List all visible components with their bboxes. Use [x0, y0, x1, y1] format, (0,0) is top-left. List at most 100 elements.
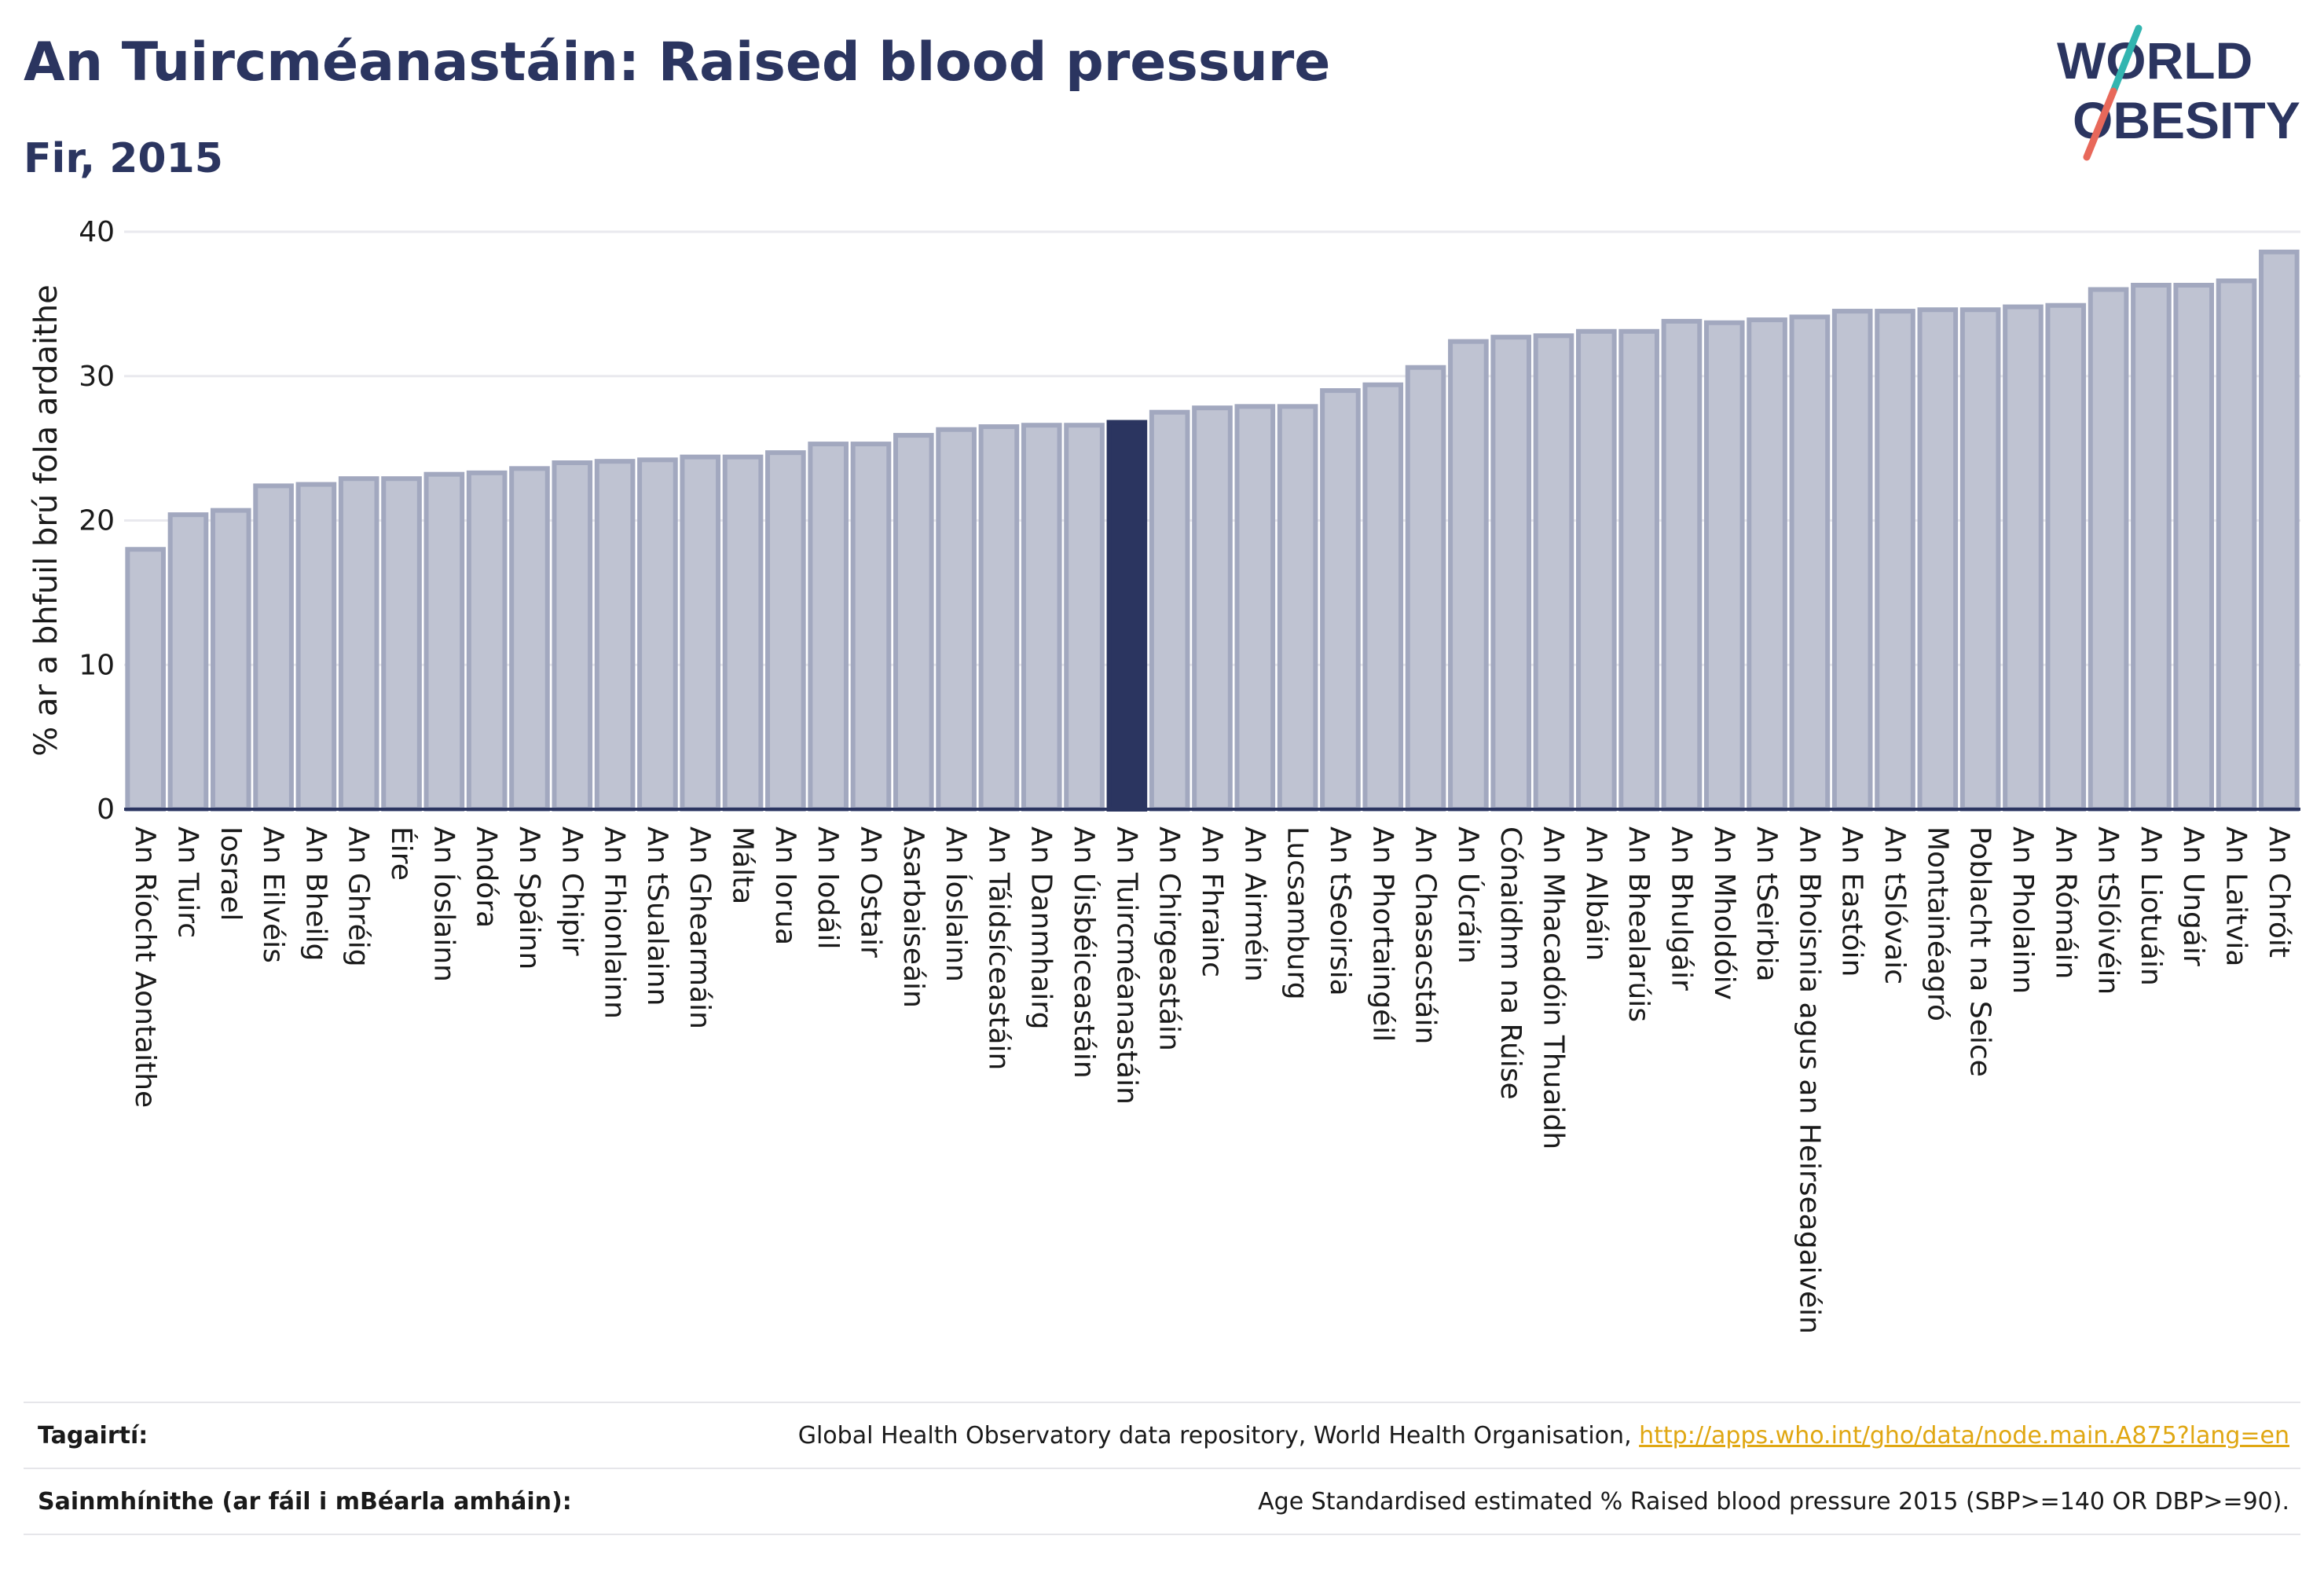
bar	[1490, 335, 1532, 812]
references-value: Global Health Observatory data repositor…	[798, 1422, 2289, 1450]
x-tick-label: An Pholainn	[2007, 826, 2039, 994]
references-link[interactable]: http://apps.who.int/gho/data/node.main.A…	[1639, 1422, 2289, 1450]
x-tick-label: An Mholdóiv	[1708, 826, 1740, 1000]
bar	[850, 442, 892, 812]
bar	[1747, 317, 1787, 812]
bar	[1106, 420, 1148, 812]
bar	[2131, 282, 2172, 812]
bar	[1831, 309, 1873, 812]
bar	[2216, 278, 2257, 812]
bar	[1149, 409, 1190, 812]
x-tick-label: An Mhacadóin Thuaidh	[1538, 826, 1570, 1149]
chart-subtitle: Fir, 2015	[24, 135, 223, 182]
x-tick-label: An Tuircméanastáin	[1110, 826, 1142, 1105]
y-tick-label: 20	[79, 505, 115, 537]
bar	[1618, 328, 1659, 812]
bar	[552, 460, 593, 812]
x-tick-label: Málta	[727, 826, 759, 904]
y-tick-label: 40	[79, 216, 115, 248]
x-tick-label: An Liotuáin	[2135, 826, 2167, 986]
bar	[1917, 307, 1959, 812]
bar	[680, 454, 721, 812]
references-row: Tagairtí: Global Health Observatory data…	[24, 1402, 2300, 1469]
x-tick-label: Montainéagró	[1921, 826, 1953, 1021]
x-tick-label: An Laitvia	[2220, 826, 2253, 967]
bar	[2259, 249, 2300, 812]
x-tick-label: An tSualainn	[641, 826, 673, 1006]
x-tick-label: An Ostair	[854, 826, 886, 958]
bar	[210, 508, 251, 812]
x-tick-label: An Íoslainn	[940, 826, 973, 982]
bar	[466, 470, 508, 812]
bar	[125, 547, 166, 812]
x-tick-label: An Spáinn	[513, 826, 545, 969]
bar	[1192, 405, 1233, 812]
x-tick-label: An tSeoirsia	[1324, 826, 1356, 996]
x-tick-label: An Phortaingéil	[1366, 826, 1398, 1042]
x-tick-label: An Eilvéis	[257, 826, 289, 963]
x-tick-label: An Airméin	[1238, 826, 1270, 982]
bar	[338, 476, 379, 812]
bar	[722, 454, 764, 812]
logo-line-world: WORLD	[2057, 31, 2253, 90]
x-tick-label: Lucsamburg	[1281, 826, 1314, 1000]
bar	[2045, 302, 2087, 812]
x-tick-label: An Danmhairg	[1025, 826, 1058, 1029]
x-tick-label: An Chipir	[555, 826, 588, 956]
bar	[2088, 287, 2129, 812]
x-tick-label: An Albáin	[1580, 826, 1612, 961]
bar	[253, 483, 294, 812]
definitions-label: Sainmhínithe (ar fáil i mBéarla amháin):	[38, 1488, 572, 1516]
bar	[1021, 423, 1062, 812]
bar	[1789, 314, 1831, 812]
chart-title: An Tuircméanastáin: Raised blood pressur…	[24, 31, 1331, 93]
x-tick-label: An Chasacstáin	[1409, 826, 1442, 1044]
x-tick-label: Cónaidhm na Rúise	[1494, 826, 1527, 1100]
bar	[2173, 282, 2215, 812]
bar	[1875, 309, 1915, 812]
logo-slash-teal	[2110, 24, 2143, 95]
references-text: Global Health Observatory data repositor…	[797, 1422, 1640, 1450]
x-tick-label: An Íoslainn	[427, 826, 460, 982]
definitions-value: Age Standardised estimated % Raised bloo…	[1258, 1488, 2289, 1516]
bar	[1703, 320, 1745, 812]
bar	[1533, 333, 1574, 812]
bar-chart: 0 10 20 30 40 % ar a bhfuil brú fola ardaithe…	[28, 216, 2300, 1334]
x-tick-label: An Fhrainc	[1196, 826, 1228, 977]
x-tick-label: An Ghearmáin	[684, 826, 716, 1029]
bar	[1234, 404, 1276, 812]
x-tick-label: Éire	[385, 826, 418, 881]
x-tick-label: Asarbaiseáin	[897, 826, 929, 1008]
x-tick-label: An Rómáin	[2049, 826, 2081, 979]
bar	[423, 471, 465, 812]
x-tick-label: An Chróit	[2263, 826, 2295, 958]
bar	[893, 433, 934, 812]
x-tick-label: An Fhionlainn	[599, 826, 631, 1019]
x-tick-label: An tSlóivéin	[2092, 826, 2124, 995]
bar	[765, 450, 806, 812]
y-tick-label: 0	[97, 793, 115, 826]
x-tick-label: An tSeirbia	[1750, 826, 1783, 982]
bar	[167, 512, 209, 812]
bar	[295, 482, 337, 812]
references-bottom-rule	[24, 1534, 2300, 1535]
bar	[1362, 382, 1404, 812]
x-tick-label: Poblacht na Seice	[1964, 826, 1996, 1077]
x-tick-label: An Táidsíceastáin	[982, 826, 1014, 1070]
x-tick-label: An Iodáil	[812, 826, 844, 949]
x-tick-label: An Tuirc	[171, 826, 203, 938]
x-tick-label: An Úisbéiceastáin	[1068, 826, 1101, 1079]
x-tick-label: Andóra	[471, 826, 503, 928]
bar	[936, 427, 977, 812]
x-tick-label: An Ríocht Aontaithe	[129, 826, 161, 1108]
x-tick-label: An Bhoisnia agus an Heirseagaivéin	[1793, 826, 1825, 1334]
y-axis-label: % ar a bhfuil brú fola ardaithe	[28, 284, 64, 756]
x-tick-label: An Bhealarúis	[1622, 826, 1655, 1022]
definitions-row: Sainmhínithe (ar fáil i mBéarla amháin):…	[24, 1468, 2300, 1535]
references-label: Tagairtí:	[38, 1422, 148, 1450]
x-tick-label: An Bhulgáir	[1665, 826, 1697, 991]
bar	[509, 466, 550, 812]
bar	[637, 457, 678, 812]
x-tick-label: An Bheilg	[299, 826, 332, 961]
bar	[1448, 339, 1489, 812]
